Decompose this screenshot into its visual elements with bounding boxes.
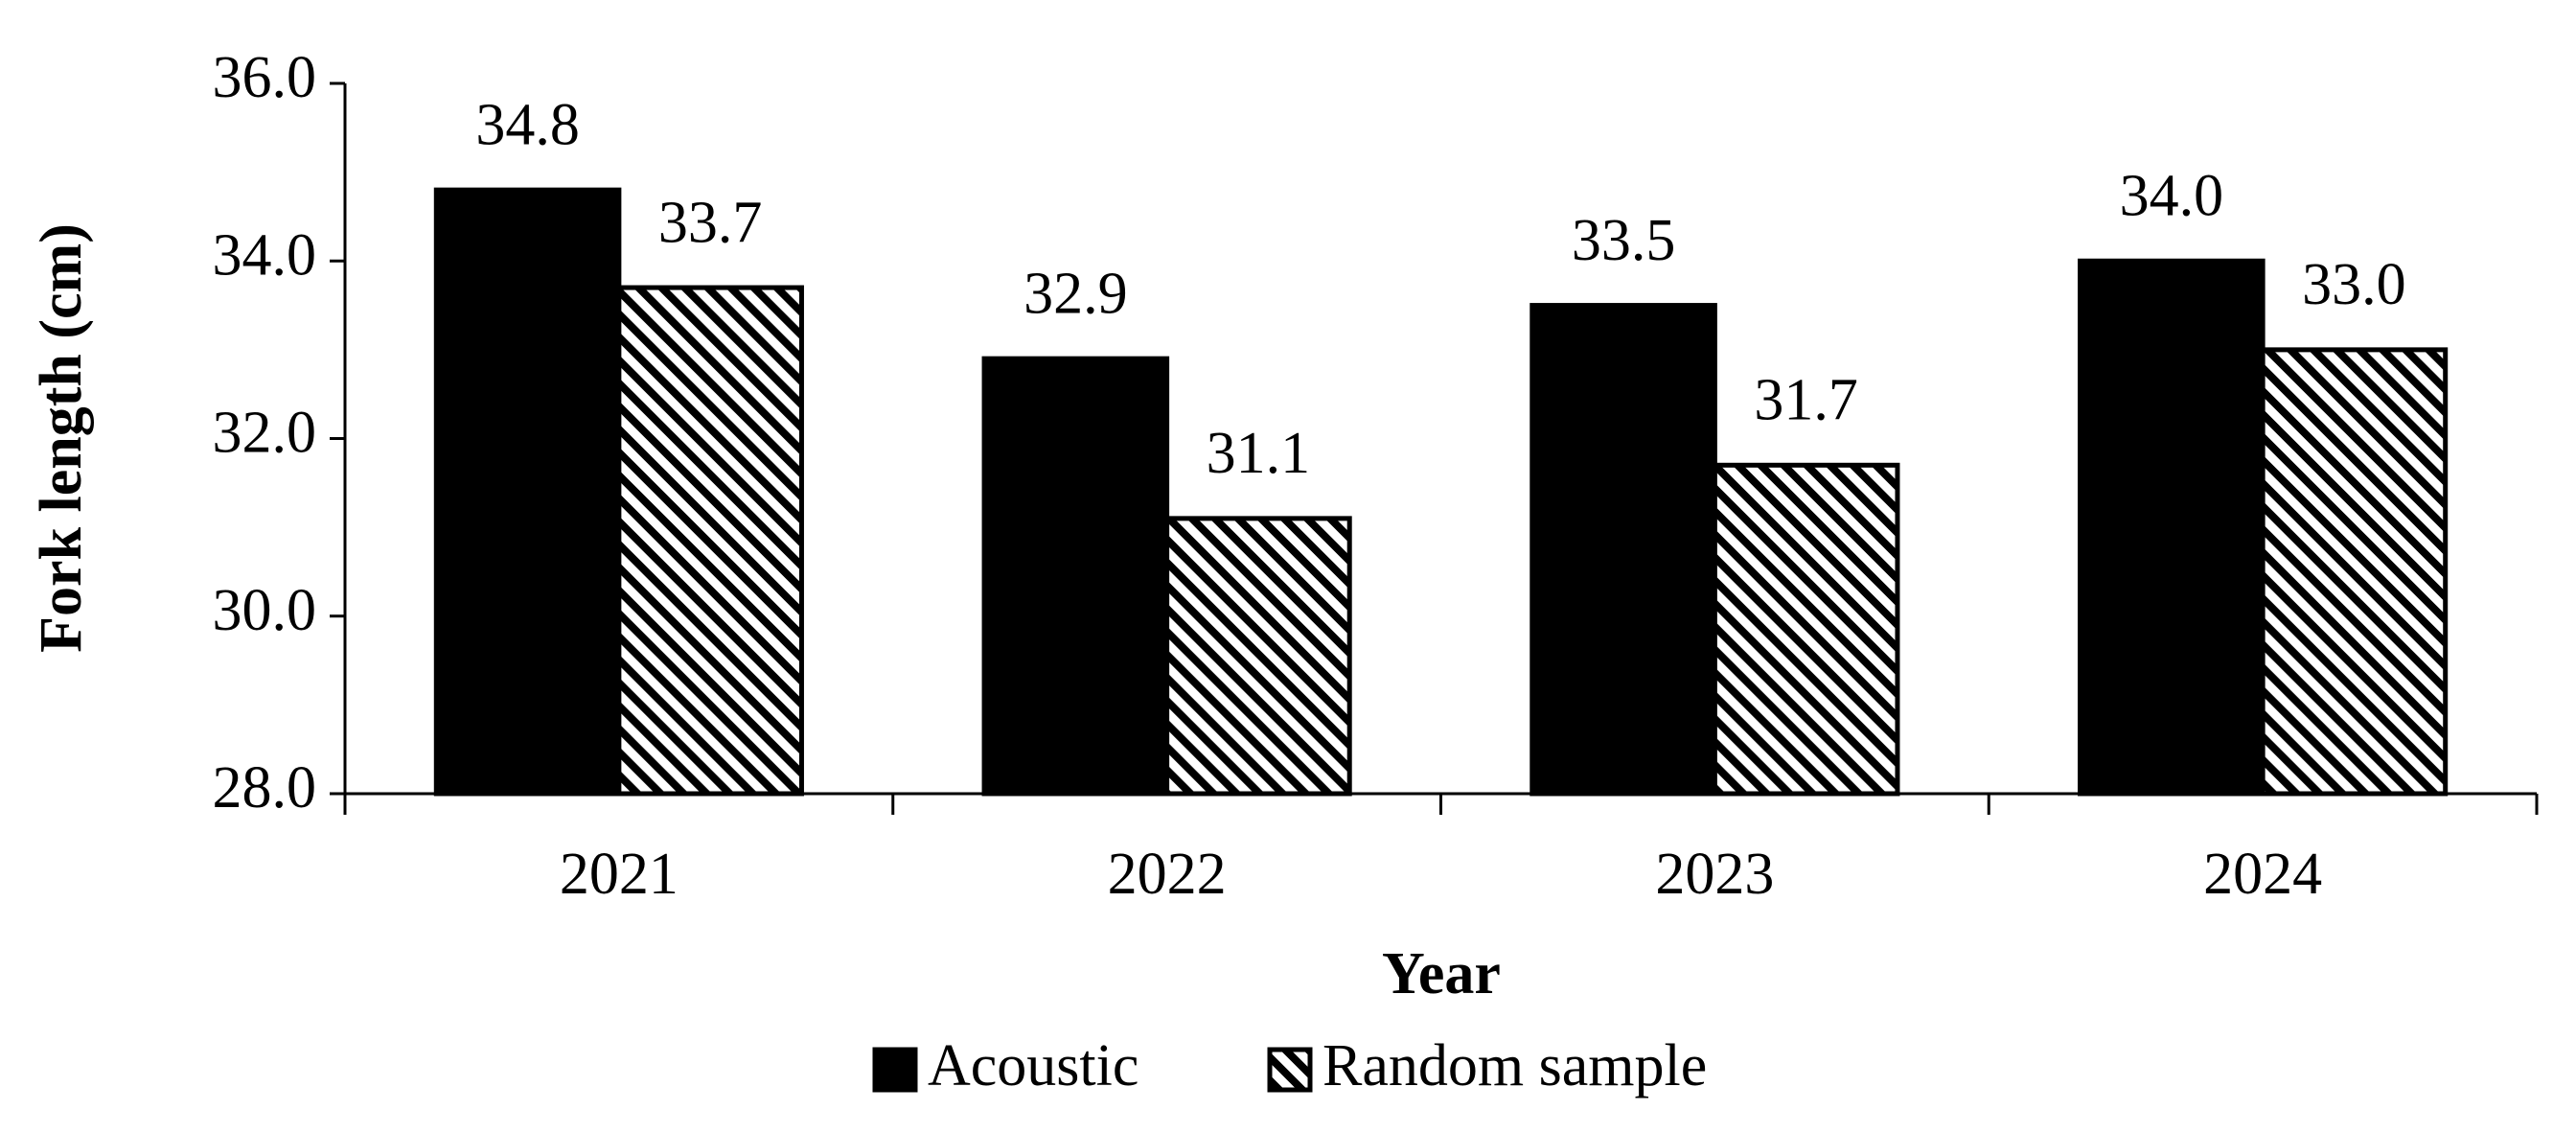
x-tick-label: 2024 [2203,842,2322,907]
y-tick-label: 28.0 [213,755,317,821]
x-axis-title: Year [1382,941,1501,1006]
bar [1530,303,1717,797]
data-label: 34.0 [2120,163,2224,228]
data-label: 33.7 [658,190,763,255]
x-tick-label: 2021 [560,842,678,907]
data-label: 32.9 [1024,261,1128,326]
y-tick-label: 30.0 [213,578,317,643]
bar [1712,462,1900,797]
bar [981,356,1170,797]
bar [2260,347,2449,797]
data-label: 34.8 [475,92,580,157]
bar [616,285,804,797]
legend-label: Random sample [1322,1033,1707,1098]
y-tick-label: 32.0 [213,401,317,466]
x-tick-label: 2022 [1108,842,1227,907]
data-label: 31.7 [1754,368,1858,433]
y-tick-label: 36.0 [213,45,317,110]
data-label: 33.0 [2302,252,2406,317]
data-label: 33.5 [1572,208,1676,273]
data-label: 31.1 [1207,421,1311,486]
x-tick-label: 2023 [1655,842,1774,907]
legend-label: Acoustic [928,1033,1138,1098]
y-tick-label: 34.0 [213,222,317,288]
y-axis-title: Fork length (cm) [29,223,94,653]
bar [2078,258,2266,797]
bar [1164,516,1352,797]
bar [433,187,622,797]
legend-swatch [1267,1047,1313,1093]
legend-swatch [872,1047,918,1093]
